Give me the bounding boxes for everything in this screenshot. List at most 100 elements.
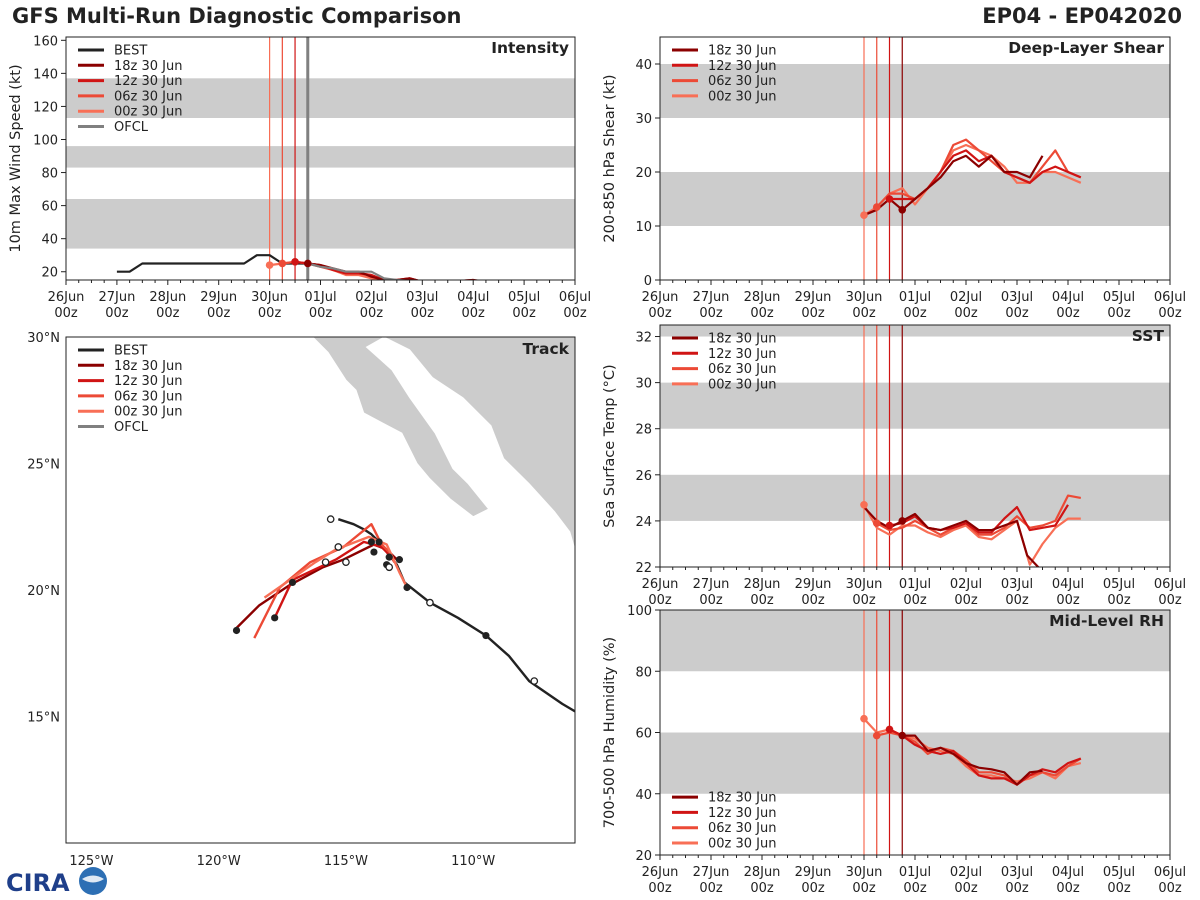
rh-xtick-hour-5: 00z: [903, 881, 927, 896]
intensity-xtick-label-03jul: 03Jul: [406, 290, 438, 305]
shear-xtick-hour-5: 00z: [903, 306, 927, 321]
shear-xtick-label-29jun: 29Jun: [795, 290, 832, 305]
rh-series-18z-30-jun: [902, 734, 1043, 786]
rh-ytick-label-80: 80: [635, 665, 652, 680]
rh-xtick-hour-9: 00z: [1107, 881, 1131, 896]
intensity-xtick-hour-2: 00z: [156, 306, 180, 321]
shear-xtick-hour-8: 00z: [1056, 306, 1080, 321]
rh-xtick-hour-0: 00z: [648, 881, 672, 896]
shear-band-1: [660, 64, 1170, 118]
intensity-ytick-label-60: 60: [41, 200, 58, 215]
storm-id-label: EP04 - EP042020: [982, 4, 1182, 28]
shear-series-06z-30-jun: [875, 138, 1082, 208]
shear-xtick-hour-10: 00z: [1158, 306, 1182, 321]
shear-xtick-label-01jul: 01Jul: [899, 290, 931, 305]
sst-xtick-label-03jul: 03Jul: [1001, 577, 1033, 592]
track-series-18z-30-jun: [235, 543, 398, 629]
sst-legend-label-18z-30-jun: 18z 30 Jun: [708, 332, 777, 347]
track-legend-label-06z-30-jun: 06z 30 Jun: [114, 389, 183, 404]
sst-xtick-hour-5: 00z: [903, 593, 927, 608]
intensity-xtick-label-02jul: 02Jul: [355, 290, 387, 305]
shear-xtick-hour-0: 00z: [648, 306, 672, 321]
intensity-ytick-label-100: 100: [33, 133, 58, 148]
intensity-band-2: [66, 78, 575, 118]
rh-xtick-hour-10: 00z: [1158, 881, 1182, 896]
rh-marker-12z-30-jun: [885, 725, 894, 734]
sst-xtick-label-05jul: 05Jul: [1103, 577, 1135, 592]
sst-ytick-label-28: 28: [635, 423, 652, 438]
shear-ytick-label-0: 0: [644, 274, 652, 289]
intensity-xtick-hour-6: 00z: [360, 306, 384, 321]
track-fix-open-0: [530, 677, 539, 685]
intensity-legend-label-18z-30-jun: 18z 30 Jun: [114, 59, 183, 74]
rh-xtick-label-28jun: 28Jun: [744, 865, 781, 880]
track-map: 125°W 120°W 115°W 110°W 30°N 25°N 20°N 15°N Trac…: [27, 331, 576, 869]
shear-xtick-label-03jul: 03Jul: [1001, 290, 1033, 305]
shear-marker-00z-30-jun: [860, 211, 868, 219]
rh-xtick-hour-7: 00z: [1005, 881, 1029, 896]
sst-xtick-hour-3: 00z: [801, 593, 825, 608]
track-fix-filled-5: [385, 553, 393, 561]
shear-marker-18z-30-jun: [898, 206, 907, 214]
sst-ytick-label-22: 22: [635, 561, 652, 576]
intensity-ytick-label-120: 120: [33, 100, 58, 115]
intensity-xtick-hour-0: 00z: [54, 306, 78, 321]
intensity-legend-label-12z-30-jun: 12z 30 Jun: [114, 74, 183, 89]
sst-xtick-label-06jul: 06Jul: [1154, 577, 1186, 592]
shear-xtick-hour-3: 00z: [801, 306, 825, 321]
intensity-ytick-label-40: 40: [41, 233, 58, 248]
sst-xtick-hour-10: 00z: [1158, 593, 1182, 608]
rh-xtick-label-27jun: 27Jun: [693, 865, 730, 880]
sst-xtick-label-29jun: 29Jun: [795, 577, 832, 592]
shear-title: Deep-Layer Shear: [1008, 39, 1164, 57]
shear-legend-label-00z-30-jun: 00z 30 Jun: [708, 89, 777, 104]
track-fix-filled-7: [232, 626, 241, 635]
shear-series-18z-30-jun: [863, 154, 1044, 217]
shear-ytick-label-10: 10: [635, 220, 652, 235]
intensity-ylabel: 10m Max Wind Speed (kt): [8, 64, 24, 252]
sst-marker-00z-30-jun: [860, 500, 868, 509]
sst-ytick-label-26: 26: [635, 469, 652, 484]
track-lon-label-125: 125°W: [69, 854, 113, 869]
rh-legend-label-00z-30-jun: 00z 30 Jun: [708, 837, 777, 852]
rh-marker-06z-30-jun: [872, 731, 881, 740]
shear-marker-06z-30-jun: [872, 203, 881, 211]
track-legend-label-18z-30-jun: 18z 30 Jun: [114, 359, 183, 374]
intensity-marker-00z-30-jun: [265, 261, 274, 269]
track-fix-open-3: [334, 543, 343, 551]
shear-xtick-hour-6: 00z: [954, 306, 978, 321]
rh-xtick-hour-1: 00z: [699, 881, 723, 896]
cira-logo: CIRA: [6, 867, 107, 897]
rh-marker-00z-30-jun: [860, 714, 868, 723]
swoosh-icon: [82, 875, 104, 883]
shear-series-group: [860, 138, 1082, 219]
intensity-ytick-label-80: 80: [41, 167, 58, 182]
shear-xtick-label-28jun: 28Jun: [744, 290, 781, 305]
shear-xtick-label-27jun: 27Jun: [693, 290, 730, 305]
rh-marker-18z-30-jun: [898, 731, 907, 740]
intensity-band-1: [66, 146, 575, 168]
rh-xtick-hour-8: 00z: [1056, 881, 1080, 896]
track-fix-filled-1: [375, 538, 383, 546]
rh-xtick-label-04jul: 04Jul: [1052, 865, 1084, 880]
sst-xtick-label-04jul: 04Jul: [1052, 577, 1084, 592]
track-fix-filled-10: [403, 583, 411, 592]
track-legend-label-ofcl: OFCL: [114, 420, 149, 435]
intensity-marker-18z-30-jun: [303, 259, 312, 268]
intensity-series-group: [116, 254, 482, 280]
sst-title: SST: [1132, 327, 1165, 345]
rh-ytick-label-100: 100: [627, 604, 652, 619]
intensity-series-best: [116, 254, 308, 273]
intensity-xtick-label-27jun: 27Jun: [98, 290, 135, 305]
sst-xtick-hour-2: 00z: [750, 593, 774, 608]
rh-legend-label-18z-30-jun: 18z 30 Jun: [708, 791, 777, 806]
intensity-marker-12z-30-jun: [291, 258, 299, 266]
shear-xtick-hour-1: 00z: [699, 306, 723, 321]
sst-xtick-label-02jul: 02Jul: [950, 577, 982, 592]
intensity-ytick-label-160: 160: [33, 34, 58, 49]
intensity-xtick-hour-10: 00z: [563, 306, 587, 321]
track-fix-filled-8: [271, 614, 279, 622]
intensity-ytick-label-20: 20: [41, 266, 58, 281]
track-lon-label-115: 115°W: [324, 854, 368, 869]
